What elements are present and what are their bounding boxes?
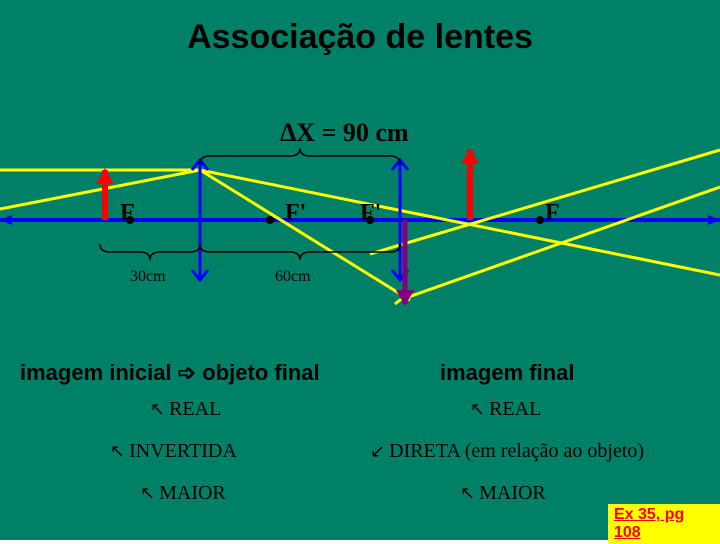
bullet-arrow-icon: ↖ [140, 483, 155, 504]
focus-point-label: F' [285, 200, 306, 227]
bullet-text: DIRETA (em relação ao objeto) [389, 440, 644, 463]
bullet-arrow-icon: ↖ [460, 483, 475, 504]
bullet-item: ↖MAIOR [140, 482, 226, 505]
bullet-item: ↖INVERTIDA [110, 440, 237, 463]
dimension-label: 60cm [275, 268, 311, 286]
bullet-text: INVERTIDA [129, 440, 237, 463]
bullet-text: REAL [489, 398, 541, 421]
bullet-item: ↙DIRETA (em relação ao objeto) [370, 440, 644, 463]
focus-point-label: F [120, 200, 135, 227]
section-left-heading: imagem inicial ➩ objeto final [20, 360, 320, 386]
footer-exercise-ref: Ex 35, pg 108 [608, 504, 720, 544]
bullet-text: REAL [169, 398, 221, 421]
focus-point-label: F [545, 200, 560, 227]
focus-point-label: F' [360, 200, 381, 227]
bullet-text: MAIOR [159, 482, 226, 505]
dimension-label: 30cm [130, 268, 166, 286]
bullet-item: ↖REAL [470, 398, 541, 421]
bullet-arrow-icon: ↖ [150, 399, 165, 420]
bullet-arrow-icon: ↙ [370, 441, 385, 462]
bullet-item: ↖MAIOR [460, 482, 546, 505]
slide-root: Associação de lentes ΔX = 90 cm imagem i… [0, 0, 720, 540]
bullet-arrow-icon: ↖ [110, 441, 125, 462]
bullet-arrow-icon: ↖ [470, 399, 485, 420]
section-right-heading: imagem final [440, 360, 574, 386]
bullet-text: MAIOR [479, 482, 546, 505]
bullet-item: ↖REAL [150, 398, 221, 421]
